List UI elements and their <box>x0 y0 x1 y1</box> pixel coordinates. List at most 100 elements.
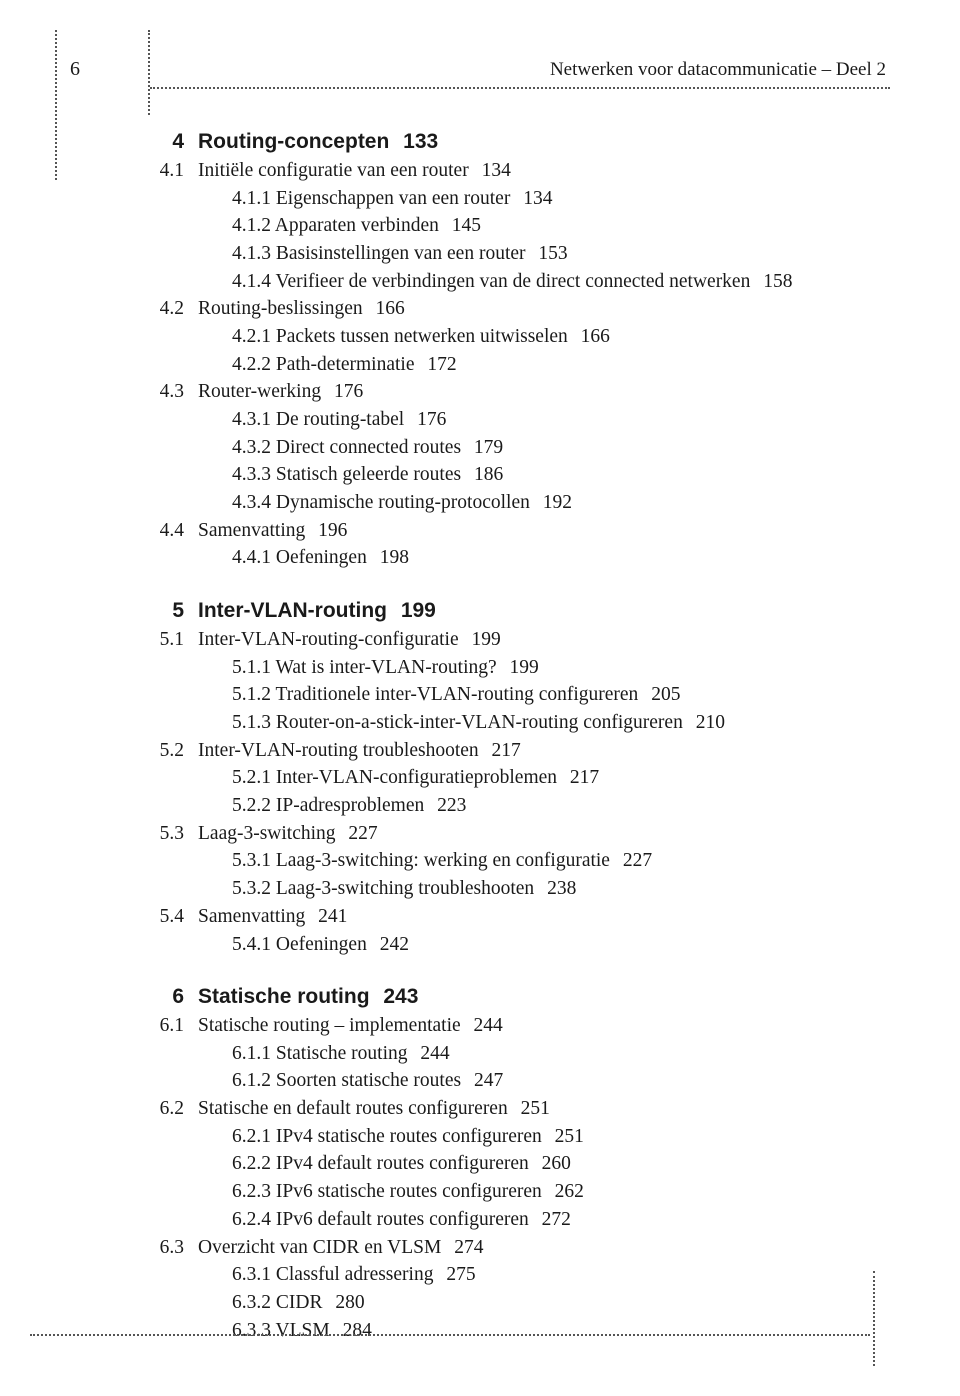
subsection-row: 4.1.1 Eigenschappen van een router 134 <box>150 185 890 213</box>
chapter-heading: 5Inter-VLAN-routing 199 <box>150 596 890 626</box>
section-row: 6.3Overzicht van CIDR en VLSM 274 <box>150 1234 890 1262</box>
page-number: 6 <box>70 58 150 81</box>
subsection-row: 4.1.3 Basisinstellingen van een router 1… <box>150 240 890 268</box>
subsection-title: 4.3.4 Dynamische routing-protocollen 192 <box>198 489 890 517</box>
section-number: 4.4 <box>150 517 198 545</box>
subsection-title: 4.3.3 Statisch geleerde routes 186 <box>198 461 890 489</box>
subsection-row: 4.3.3 Statisch geleerde routes 186 <box>150 461 890 489</box>
subsection-title: 6.2.1 IPv4 statische routes configureren… <box>198 1123 890 1151</box>
subsection-row: 6.3.3 VLSM 284 <box>150 1317 890 1345</box>
subsection-title: 4.2.2 Path-determinatie 172 <box>198 351 890 379</box>
section-number: 5.3 <box>150 820 198 848</box>
book-title: Netwerken voor datacommunicatie – Deel 2 <box>150 59 890 81</box>
section-number: 5.2 <box>150 737 198 765</box>
subsection-title: 5.1.2 Traditionele inter-VLAN-routing co… <box>198 681 890 709</box>
subsection-row: 4.1.2 Apparaten verbinden 145 <box>150 212 890 240</box>
chapter-heading: 4Routing-concepten 133 <box>150 127 890 157</box>
page-ref: 172 <box>415 354 457 375</box>
chapter-heading: 6Statische routing 243 <box>150 982 890 1012</box>
section-number: 4.3 <box>150 378 198 406</box>
page-ref: 210 <box>683 712 725 733</box>
section-number: 5.1 <box>150 626 198 654</box>
page-ref: 275 <box>433 1264 475 1285</box>
section-title: Statische en default routes configureren… <box>198 1095 890 1123</box>
section-title: Initiële configuratie van een router 134 <box>198 157 890 185</box>
section-row: 5.4Samenvatting 241 <box>150 903 890 931</box>
page-ref: 134 <box>469 160 511 181</box>
subsection-title: 4.1.1 Eigenschappen van een router 134 <box>198 185 890 213</box>
page-ref: 205 <box>638 684 680 705</box>
subsection-title: 4.1.4 Verifieer de verbindingen van de d… <box>198 268 890 296</box>
page-ref: 158 <box>750 271 792 292</box>
subsection-row: 5.3.1 Laag-3-switching: werking en confi… <box>150 847 890 875</box>
page-ref: 251 <box>508 1098 550 1119</box>
section-number: 6.2 <box>150 1095 198 1123</box>
page-ref: 196 <box>305 520 347 541</box>
page-ref: 192 <box>530 492 572 513</box>
subsection-row: 4.1.4 Verifieer de verbindingen van de d… <box>150 268 890 296</box>
page-ref: 238 <box>534 878 576 899</box>
subsection-title: 6.1.1 Statische routing 244 <box>198 1040 890 1068</box>
subsection-row: 6.2.3 IPv6 statische routes configureren… <box>150 1178 890 1206</box>
subsection-row: 5.3.2 Laag-3-switching troubleshooten 23… <box>150 875 890 903</box>
page-ref: 133 <box>389 130 438 153</box>
page-ref: 244 <box>407 1043 449 1064</box>
page-ref: 227 <box>610 850 652 871</box>
section-number: 4.1 <box>150 157 198 185</box>
subsection-title: 6.3.1 Classful adressering 275 <box>198 1261 890 1289</box>
subsection-title: 4.1.3 Basisinstellingen van een router 1… <box>198 240 890 268</box>
subsection-row: 6.1.1 Statische routing 244 <box>150 1040 890 1068</box>
running-header: 6 Netwerken voor datacommunicatie – Deel… <box>70 58 890 81</box>
section-row: 5.1Inter-VLAN-routing-configuratie 199 <box>150 626 890 654</box>
section-number: 6.3 <box>150 1234 198 1262</box>
page-ref: 217 <box>557 767 599 788</box>
page-ref: 134 <box>510 188 552 209</box>
section-row: 4.1Initiële configuratie van een router … <box>150 157 890 185</box>
chapter-title: Statische routing 243 <box>198 982 890 1012</box>
page-ref: 198 <box>367 547 409 568</box>
page-ref: 166 <box>568 326 610 347</box>
subsection-row: 4.2.2 Path-determinatie 172 <box>150 351 890 379</box>
section-row: 4.2Routing-beslissingen 166 <box>150 295 890 323</box>
page-ref: 260 <box>529 1153 571 1174</box>
section-title: Inter-VLAN-routing-configuratie 199 <box>198 626 890 654</box>
section-row: 5.2Inter-VLAN-routing troubleshooten 217 <box>150 737 890 765</box>
subsection-row: 4.3.4 Dynamische routing-protocollen 192 <box>150 489 890 517</box>
subsection-title: 4.1.2 Apparaten verbinden 145 <box>198 212 890 240</box>
dotted-rule-vertical-1 <box>55 30 57 180</box>
subsection-title: 5.1.1 Wat is inter-VLAN-routing? 199 <box>198 654 890 682</box>
page-ref: 199 <box>497 657 539 678</box>
section-title: Statische routing – implementatie 244 <box>198 1012 890 1040</box>
section-title: Routing-beslissingen 166 <box>198 295 890 323</box>
subsection-row: 4.3.1 De routing-tabel 176 <box>150 406 890 434</box>
dotted-rule-vertical-2 <box>148 30 150 115</box>
subsection-title: 6.2.2 IPv4 default routes configureren 2… <box>198 1150 890 1178</box>
section-row: 5.3Laag-3-switching 227 <box>150 820 890 848</box>
dotted-rule-top <box>150 87 890 89</box>
page-ref: 145 <box>439 215 481 236</box>
page-ref: 243 <box>370 985 419 1008</box>
page-ref: 166 <box>363 298 405 319</box>
page-ref: 227 <box>336 823 378 844</box>
chapter-number: 4 <box>150 127 198 157</box>
chapter-title: Routing-concepten 133 <box>198 127 890 157</box>
subsection-row: 6.2.1 IPv4 statische routes configureren… <box>150 1123 890 1151</box>
section-number: 4.2 <box>150 295 198 323</box>
page-ref: 179 <box>461 437 503 458</box>
subsection-row: 4.2.1 Packets tussen netwerken uitwissel… <box>150 323 890 351</box>
subsection-row: 5.4.1 Oefeningen 242 <box>150 931 890 959</box>
section-row: 4.3Router-werking 176 <box>150 378 890 406</box>
subsection-title: 4.4.1 Oefeningen 198 <box>198 544 890 572</box>
chapter-number: 6 <box>150 982 198 1012</box>
subsection-row: 5.2.1 Inter-VLAN-configuratieproblemen 2… <box>150 764 890 792</box>
subsection-title: 4.3.2 Direct connected routes 179 <box>198 434 890 462</box>
page-ref: 176 <box>404 409 446 430</box>
dotted-rule-bottom <box>30 1334 870 1336</box>
dotted-rule-vertical-right <box>873 1271 875 1366</box>
section-title: Samenvatting 196 <box>198 517 890 545</box>
page-ref: 274 <box>441 1237 483 1258</box>
page-ref: 284 <box>330 1320 372 1341</box>
section-title: Samenvatting 241 <box>198 903 890 931</box>
section-number: 6.1 <box>150 1012 198 1040</box>
subsection-title: 6.1.2 Soorten statische routes 247 <box>198 1067 890 1095</box>
